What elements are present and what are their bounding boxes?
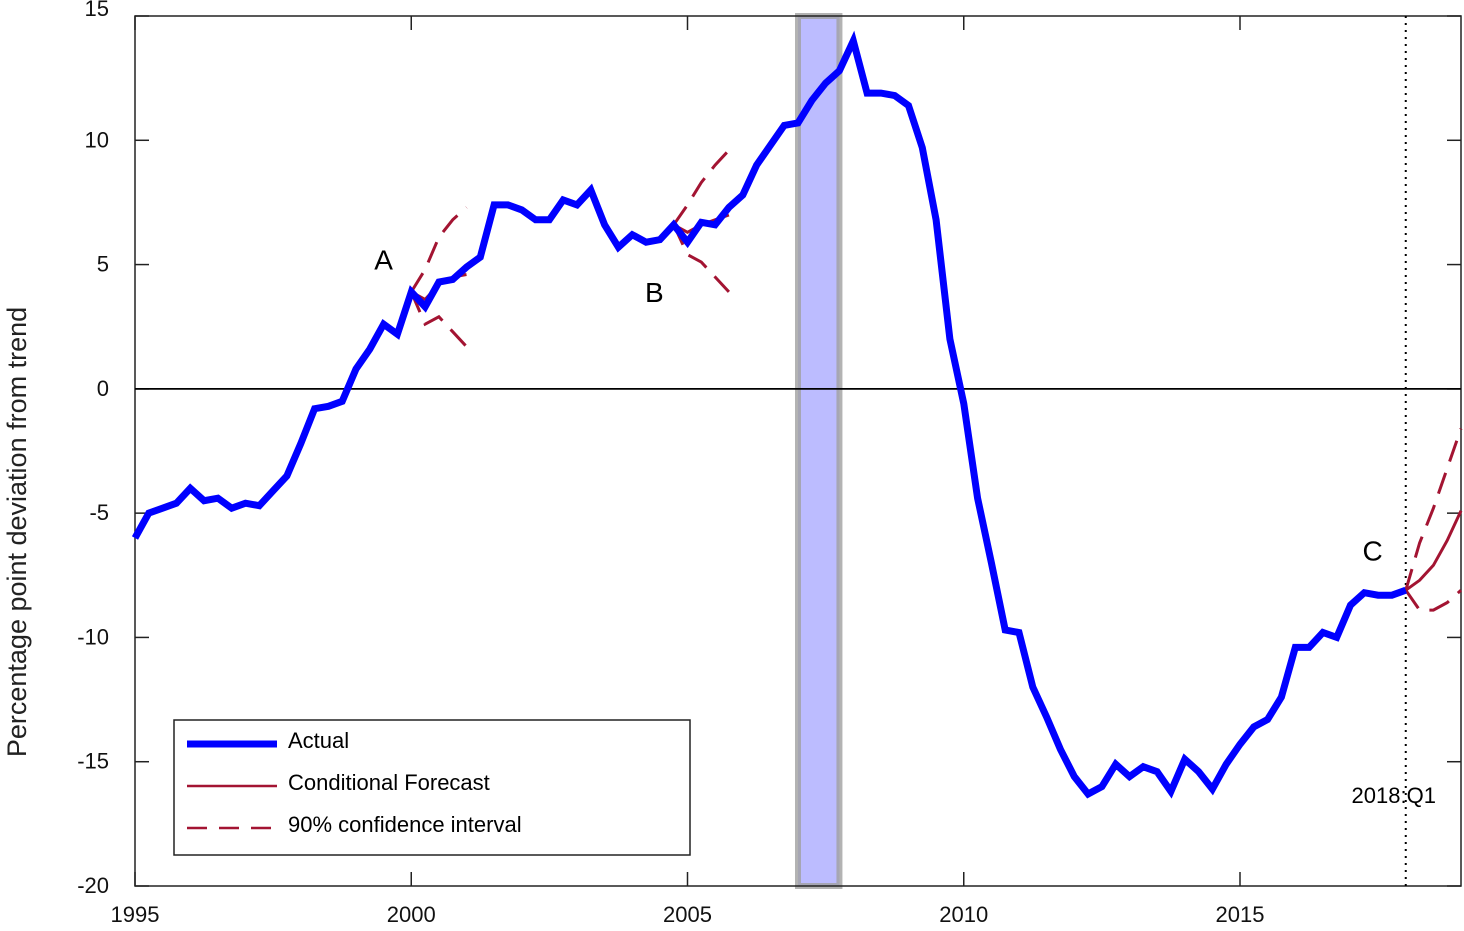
x-tick-label: 2015 xyxy=(1216,902,1265,926)
vertical-marker-label: 2018:Q1 xyxy=(1352,783,1436,808)
x-tick-label: 2000 xyxy=(387,902,436,926)
y-axis-label: Percentage point deviation from trend xyxy=(2,307,32,757)
y-tick-label: -15 xyxy=(77,749,109,774)
y-tick-label: 0 xyxy=(97,376,109,401)
ci-lower-c xyxy=(1406,590,1461,610)
shaded-period xyxy=(798,16,839,886)
annotation-label-a: A xyxy=(374,245,393,276)
annotation-label-b: B xyxy=(645,277,664,308)
legend-label-actual: Actual xyxy=(288,728,349,753)
x-tick-label: 2010 xyxy=(939,902,988,926)
annotation-label-c: C xyxy=(1362,535,1382,566)
x-tick-label: 1995 xyxy=(111,902,160,926)
shaded-period-layer xyxy=(798,16,839,886)
actual-line xyxy=(135,41,1406,794)
y-tick-label: -20 xyxy=(77,873,109,898)
legend-label-ci: 90% confidence interval xyxy=(288,812,522,837)
x-tick-label: 2005 xyxy=(663,902,712,926)
y-tick-label: -10 xyxy=(77,624,109,649)
y-tick-label: -5 xyxy=(89,500,109,525)
legend-label-forecast: Conditional Forecast xyxy=(288,770,490,795)
y-tick-label: 5 xyxy=(97,252,109,277)
legend: Actual Conditional Forecast 90% confiden… xyxy=(174,720,690,855)
y-tick-label: 15 xyxy=(85,0,109,21)
forecast-line-c xyxy=(1406,511,1461,591)
y-tick-label: 10 xyxy=(85,127,109,152)
